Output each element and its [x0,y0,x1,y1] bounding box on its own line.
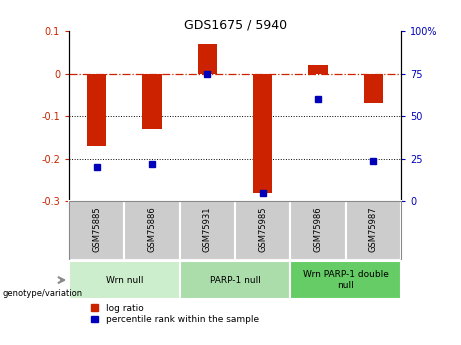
Text: GSM75985: GSM75985 [258,206,267,252]
Bar [124,201,180,260]
Bar [87,74,106,146]
Bar [308,65,328,74]
Text: GSM75986: GSM75986 [313,206,323,252]
Title: GDS1675 / 5940: GDS1675 / 5940 [183,18,287,31]
Text: genotype/variation: genotype/variation [2,289,83,298]
Bar [69,261,180,299]
Bar [235,201,290,260]
Text: Wrn PARP-1 double
null: Wrn PARP-1 double null [303,270,389,290]
Bar [180,201,235,260]
Text: Wrn null: Wrn null [106,276,143,285]
Text: GSM75885: GSM75885 [92,206,101,252]
Bar [69,201,124,260]
Bar [142,74,162,129]
Bar [180,261,290,299]
Text: GSM75987: GSM75987 [369,206,378,252]
Text: GSM75931: GSM75931 [203,206,212,252]
Text: GSM75886: GSM75886 [148,206,157,252]
Bar [290,261,401,299]
Bar [346,201,401,260]
Bar [290,201,346,260]
Bar [198,44,217,74]
Bar [253,74,272,193]
Bar [364,74,383,104]
Text: PARP-1 null: PARP-1 null [210,276,260,285]
Legend: log ratio, percentile rank within the sample: log ratio, percentile rank within the sa… [90,303,260,325]
